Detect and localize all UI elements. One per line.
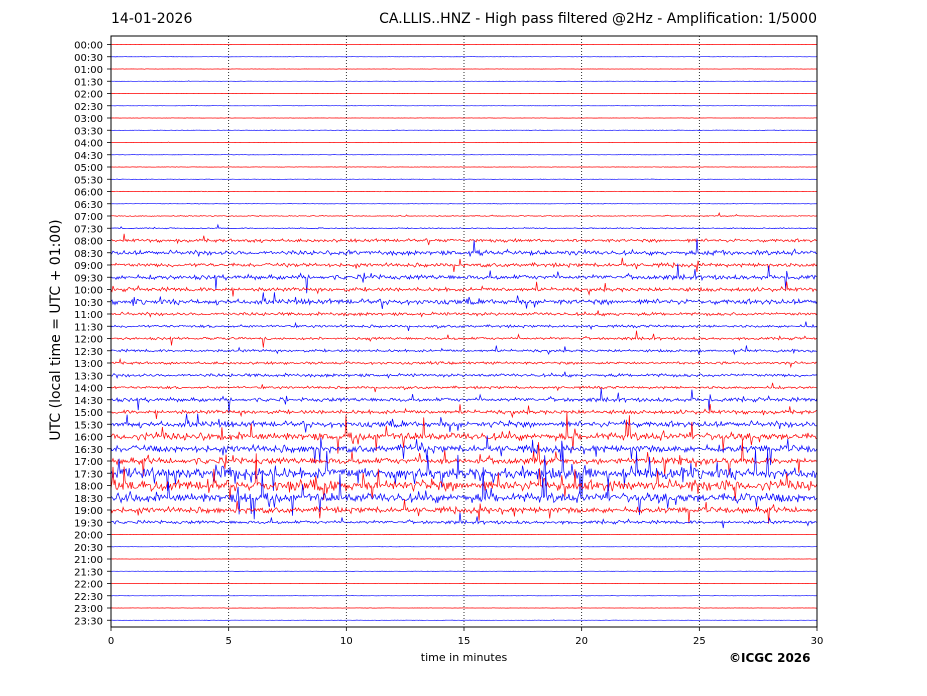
trace-1130 <box>110 321 818 331</box>
y-tick-label: 01:00 <box>74 65 103 76</box>
y-tick-label: 03:00 <box>74 114 103 125</box>
trace-0630 <box>111 203 818 205</box>
plot-frame <box>110 35 818 628</box>
x-tick-label: 15 <box>458 636 471 647</box>
date-label: 14-01-2026 <box>111 11 193 27</box>
y-tick-label: 20:00 <box>74 531 103 542</box>
y-tick-label: 04:00 <box>74 139 103 150</box>
y-tick-label: 11:30 <box>74 322 103 333</box>
y-tick-label: 19:00 <box>74 506 103 517</box>
y-tick-label: 17:00 <box>74 457 103 468</box>
y-tick-label: 07:30 <box>74 224 103 235</box>
trace-1230 <box>110 345 818 356</box>
trace-2330 <box>111 619 818 621</box>
x-tick-label: 10 <box>340 636 353 647</box>
trace-1900 <box>110 499 818 524</box>
y-tick-label: 02:00 <box>74 90 103 101</box>
y-tick-label: 09:30 <box>74 273 103 284</box>
y-tick-label: 01:30 <box>74 77 103 88</box>
y-tick-label: 15:00 <box>74 408 103 419</box>
y-tick-label: 12:00 <box>74 335 103 346</box>
x-tick-label: 5 <box>225 636 231 647</box>
y-tick-label: 02:30 <box>74 102 103 113</box>
y-tick-label: 03:30 <box>74 126 103 137</box>
y-tick-label: 21:30 <box>74 567 103 578</box>
y-tick-label: 17:30 <box>74 469 103 480</box>
y-tick-label: 23:00 <box>74 604 103 615</box>
y-tick-label: 06:30 <box>74 200 103 211</box>
trace-0530 <box>111 178 817 180</box>
trace-2200 <box>110 582 818 585</box>
trace-1500 <box>110 403 818 420</box>
y-tick-label: 11:00 <box>74 310 103 321</box>
y-tick-label: 05:30 <box>74 175 103 186</box>
y-tick-label: 13:00 <box>74 359 103 370</box>
x-tick-label: 0 <box>108 636 114 647</box>
y-tick-label: 18:30 <box>74 494 103 505</box>
y-tick-label: 06:00 <box>74 188 103 199</box>
y-tick-label: 14:00 <box>74 384 103 395</box>
chart-title: CA.LLIS..HNZ - High pass filtered @2Hz -… <box>379 11 817 27</box>
y-tick-label: 23:30 <box>74 616 103 627</box>
copyright-credit: ©ICGC 2026 <box>729 651 811 665</box>
y-tick-label: 00:30 <box>74 53 103 64</box>
y-tick-label: 22:30 <box>74 592 103 603</box>
y-tick-label: 18:00 <box>74 482 103 493</box>
y-tick-label: 16:30 <box>74 445 103 456</box>
x-tick-label: 20 <box>575 636 588 647</box>
y-tick-label: 10:30 <box>74 298 103 309</box>
trace-0600 <box>110 190 817 193</box>
y-tick-label: 19:30 <box>74 518 103 529</box>
y-axis-label: UTC (local time = UTC + 01:00) <box>48 219 64 441</box>
y-tick-label: 21:00 <box>74 555 103 566</box>
trace-1100 <box>110 310 818 318</box>
x-axis-label: time in minutes <box>420 651 508 664</box>
y-tick-label: 08:00 <box>74 237 103 248</box>
x-tick-label: 25 <box>693 636 706 647</box>
x-tick-label: 30 <box>811 636 824 647</box>
y-tick-label: 08:30 <box>74 249 103 260</box>
y-tick-label: 07:00 <box>74 212 103 223</box>
y-tick-label: 04:30 <box>74 151 103 162</box>
trace-0430 <box>111 153 818 156</box>
trace-0500 <box>110 166 817 168</box>
y-tick-label: 14:30 <box>74 396 103 407</box>
trace-1800 <box>110 453 818 502</box>
y-tick-label: 15:30 <box>74 420 103 431</box>
y-tick-label: 13:30 <box>74 371 103 382</box>
y-tick-label: 05:00 <box>74 163 103 174</box>
y-tick-label: 20:30 <box>74 543 103 554</box>
y-tick-label: 12:30 <box>74 347 103 358</box>
y-tick-label: 10:00 <box>74 286 103 297</box>
y-tick-label: 16:00 <box>74 433 103 444</box>
trace-0930 <box>110 263 818 294</box>
y-tick-label: 22:00 <box>74 580 103 591</box>
trace-0330 <box>111 129 818 131</box>
y-tick-label: 00:00 <box>74 41 103 52</box>
trace-0400 <box>110 141 817 143</box>
y-tick-label: 09:00 <box>74 261 103 272</box>
